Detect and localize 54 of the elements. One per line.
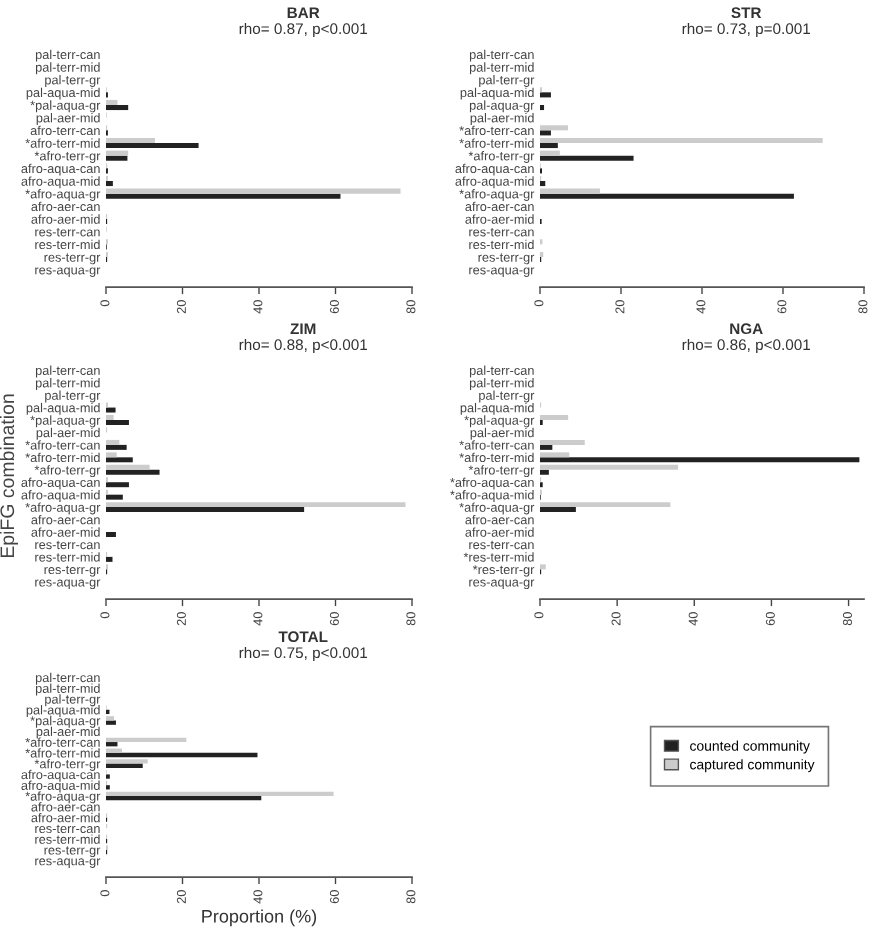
bar [106,494,123,500]
bar [106,193,341,199]
bar [540,469,549,475]
bar [540,415,569,420]
bar [540,193,794,199]
bar [106,556,113,562]
bar [540,130,551,136]
bar [540,502,671,508]
bar [106,452,117,458]
bar [540,125,568,131]
bar [106,188,401,194]
bar [540,188,600,194]
bar [106,502,406,508]
bar [106,742,118,747]
bar [106,791,334,796]
bar [540,150,560,156]
bar [106,457,133,463]
bar [540,507,576,513]
bar [106,155,128,161]
bar [106,181,113,187]
bar [106,407,116,413]
bar [540,464,679,470]
y-axis-title: EpiFG combination [0,394,18,558]
bar [106,482,129,488]
bar [106,99,118,105]
bar [106,444,127,450]
bar [106,748,123,753]
bar [106,143,199,149]
bar [106,105,129,111]
bar [540,92,551,98]
bar [106,763,143,768]
x-axis-title: Proportion (%) [202,909,317,927]
bar [540,457,860,463]
bar [106,752,258,758]
bar [540,155,634,161]
bar [106,137,155,143]
bar [106,415,114,420]
bar [106,469,160,475]
bar [540,137,823,143]
bar [540,564,546,570]
bar [106,795,262,801]
bar [540,444,553,450]
bar [540,439,585,445]
bar [540,452,570,458]
bar [106,464,150,470]
bar [106,759,148,764]
bar [106,532,116,537]
bar [106,439,120,445]
bar [106,507,305,513]
bar [540,143,558,149]
bar [540,181,546,187]
bar [106,150,129,156]
bar [106,737,187,743]
bar [106,420,129,425]
